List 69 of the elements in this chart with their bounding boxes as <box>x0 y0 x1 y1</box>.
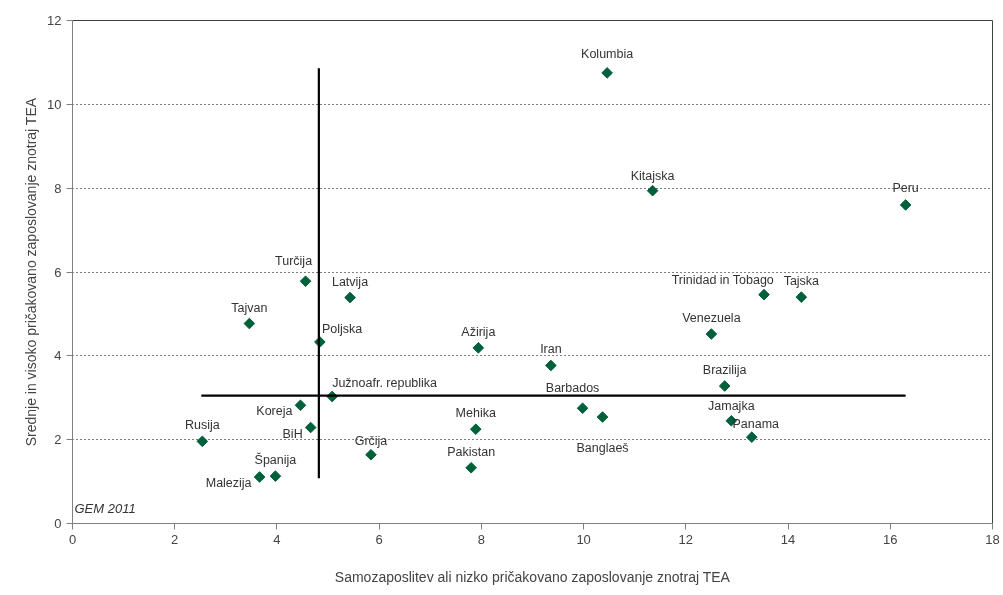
x-tick-label: 4 <box>273 531 281 547</box>
annotation: Barbados <box>545 381 600 396</box>
annotation: Tajvan <box>231 300 268 315</box>
annotation: Pakistan <box>447 444 496 459</box>
annotation: Peru <box>892 180 919 195</box>
annotation: Koreja <box>256 404 293 419</box>
point <box>304 421 317 434</box>
annotation: Rusija <box>184 418 220 433</box>
point <box>795 291 808 303</box>
annotation: Malezija <box>205 475 252 490</box>
point <box>253 471 266 483</box>
x-tick-label: 18 <box>985 531 1000 547</box>
y-tick-label: 4 <box>54 348 62 364</box>
y-tick-label: 8 <box>54 180 62 196</box>
y-tick-label: 6 <box>54 264 62 280</box>
x-tick-label: 14 <box>780 531 796 547</box>
annotation: Tajska <box>783 274 820 289</box>
x-axis-title: Samozaposlitev ali nizko pričakovano zaposlovanje znotraj TEA <box>334 568 731 585</box>
annotation: Grčija <box>354 433 388 448</box>
annotation: Ažirija <box>461 324 496 339</box>
y-tick-label: 0 <box>54 516 62 531</box>
annotation: Španija <box>254 452 297 468</box>
annotation: Panama <box>732 417 780 432</box>
point <box>899 199 912 211</box>
annotation: Turčija <box>275 254 313 269</box>
point <box>269 470 282 482</box>
annotation: BiH <box>282 426 303 441</box>
point <box>243 317 256 330</box>
point <box>758 288 770 301</box>
annotation: Latvija <box>331 274 369 289</box>
y-tick-label: 2 <box>54 432 62 448</box>
point <box>469 423 482 435</box>
point <box>465 461 477 474</box>
point <box>196 435 209 448</box>
point <box>601 67 613 79</box>
annotation: GEM 2011 <box>74 500 136 516</box>
point <box>344 291 356 304</box>
point <box>576 402 589 415</box>
point <box>299 275 312 288</box>
point <box>472 342 485 354</box>
point <box>365 448 377 461</box>
point <box>646 184 659 197</box>
x-tick-label: 2 <box>171 531 179 547</box>
annotation: Poljska <box>321 322 363 336</box>
point <box>596 411 609 423</box>
point <box>294 399 307 412</box>
y-tick-label: 10 <box>47 96 62 112</box>
annotation: Banglaeš <box>576 441 629 456</box>
x-tick-label: 8 <box>477 531 486 547</box>
point <box>705 328 718 340</box>
x-tick-label: 0 <box>68 531 77 547</box>
annotation: Južnoafr. republika <box>332 376 438 391</box>
x-tick-label: 10 <box>576 531 591 547</box>
annotation: Mehika <box>455 406 496 421</box>
annotation: Brazilija <box>702 363 747 378</box>
annotation: Trinidad in Tobago <box>671 272 774 287</box>
y-tick-label: 12 <box>47 13 62 28</box>
annotation: Venezuela <box>682 311 741 326</box>
y-axis-title: Srednje in visoko pričakovano zaposlovanje znotraj TEA <box>23 97 40 447</box>
annotation: Kitajska <box>630 168 675 183</box>
point <box>745 431 758 443</box>
annotation: Iran <box>540 342 562 357</box>
annotation: Kolumbia <box>581 46 634 61</box>
annotation: Jamajka <box>708 398 755 413</box>
point <box>718 380 731 392</box>
x-tick-label: 6 <box>375 531 383 547</box>
x-tick-label: 12 <box>678 531 694 547</box>
x-tick-label: 16 <box>883 531 898 547</box>
point <box>545 359 557 372</box>
